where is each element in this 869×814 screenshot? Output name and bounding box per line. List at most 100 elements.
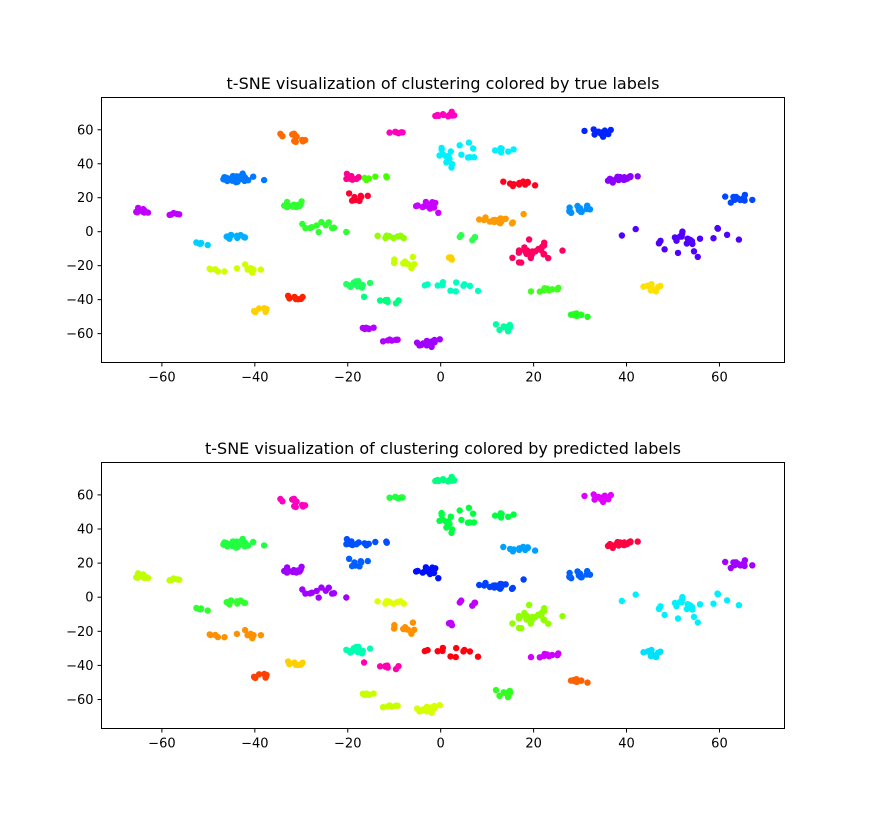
scatter-point	[568, 209, 575, 216]
scatter-point	[370, 690, 377, 697]
scatter-point	[348, 197, 356, 204]
scatter-point	[424, 568, 432, 575]
scatter-point	[204, 607, 211, 614]
scatter-point	[439, 647, 446, 655]
scatter-point	[241, 177, 248, 185]
scatter-point	[343, 541, 350, 548]
scatter-point	[458, 151, 465, 158]
x-axis: −60 −40 −20 0 20 40 60	[148, 362, 728, 386]
x-tick-label: 40	[618, 371, 635, 386]
scatter-point	[559, 247, 566, 254]
scatter-point	[586, 571, 594, 578]
scatter-point	[510, 146, 517, 153]
scatter-point	[241, 234, 249, 241]
scatter-point	[436, 152, 443, 159]
scatter-point	[350, 645, 357, 652]
scatter-point	[522, 181, 529, 188]
scatter-point	[554, 651, 561, 659]
scatter-point	[537, 246, 545, 254]
scatter-point	[482, 579, 489, 587]
scatter-point	[486, 218, 494, 225]
scatter-point	[167, 576, 175, 584]
scatter-point	[325, 584, 332, 591]
scatter-point	[506, 321, 513, 329]
scatter-point	[621, 176, 628, 183]
scatter-point	[684, 601, 691, 608]
chart-title: t-SNE visualization of clustering colore…	[205, 439, 681, 458]
scatter-point	[515, 249, 523, 256]
scatter-point	[541, 650, 548, 658]
scatter-point	[366, 645, 374, 652]
x-tick-label: 0	[437, 371, 445, 386]
scatter-point	[299, 136, 306, 144]
scatter-point	[536, 654, 543, 661]
scatter-point	[418, 341, 425, 349]
scatter-point	[429, 564, 436, 571]
scatter-point	[735, 236, 743, 243]
scatter-point	[214, 268, 222, 275]
scatter-point	[545, 620, 552, 627]
scatter-point	[315, 594, 322, 601]
scatter-point	[590, 491, 597, 498]
y-tick-label: 20	[77, 191, 94, 206]
scatter-point	[383, 173, 390, 180]
scatter-point	[581, 127, 588, 135]
scatter-point	[527, 653, 535, 661]
scatter-point	[233, 630, 241, 638]
scatter-point	[443, 524, 450, 531]
scatter-point	[204, 241, 211, 249]
scatter-point	[197, 605, 205, 612]
scatter-point	[234, 178, 241, 185]
scatter-point	[423, 703, 431, 710]
scatter-point	[447, 287, 454, 294]
scatter-point	[257, 632, 265, 639]
x-tick-label: −60	[148, 371, 175, 386]
scatter-point	[471, 599, 478, 606]
scatter-point	[299, 220, 306, 228]
scatter-point	[292, 503, 299, 510]
scatter-point	[284, 658, 292, 665]
scatter-point	[452, 288, 459, 295]
scatter-point	[497, 149, 505, 156]
scatter-point	[674, 615, 682, 622]
scatter-point	[318, 584, 325, 591]
scatter-point	[749, 196, 756, 204]
scatter-point	[357, 558, 364, 565]
scatter-point	[655, 240, 663, 247]
scatter-point	[423, 708, 430, 715]
scatter-point	[474, 653, 482, 660]
scatter-point	[294, 661, 302, 669]
scatter-point	[466, 282, 474, 289]
scatter-point	[409, 619, 417, 626]
x-axis: −60 −40 −20 0 20 40 60	[148, 728, 728, 752]
scatter-point	[727, 199, 734, 206]
scatter-point	[279, 498, 286, 505]
scatter-point	[671, 599, 679, 607]
scatter-point	[516, 181, 523, 188]
scatter-point	[492, 321, 500, 328]
scatter-point	[640, 283, 647, 290]
scatter-point	[727, 564, 734, 572]
scatter-point	[615, 542, 622, 549]
scatter-point	[581, 492, 588, 500]
scatter-point	[634, 538, 641, 545]
scatter-point	[621, 541, 628, 549]
scatter-point	[607, 126, 614, 134]
scatter-point	[395, 495, 402, 502]
scatter-point	[618, 597, 626, 605]
y-tick-label: −40	[66, 293, 93, 308]
y-axis: −60 −40 −20 0 20 40 60	[66, 488, 102, 708]
scatter-point	[355, 174, 362, 181]
scatter-point	[491, 147, 499, 154]
panel-predicted-labels: t-SNE visualization of clustering colore…	[66, 439, 785, 752]
scatter-point	[372, 173, 379, 180]
scatter-point	[577, 311, 585, 318]
scatter-points	[133, 473, 756, 716]
scatter-point	[627, 538, 634, 545]
scatter-point	[395, 130, 402, 137]
scatter-point	[679, 593, 686, 601]
y-tick-label: 60	[77, 123, 94, 138]
scatter-point	[289, 131, 296, 138]
scatter-point	[392, 702, 400, 709]
scatter-point	[250, 632, 257, 639]
